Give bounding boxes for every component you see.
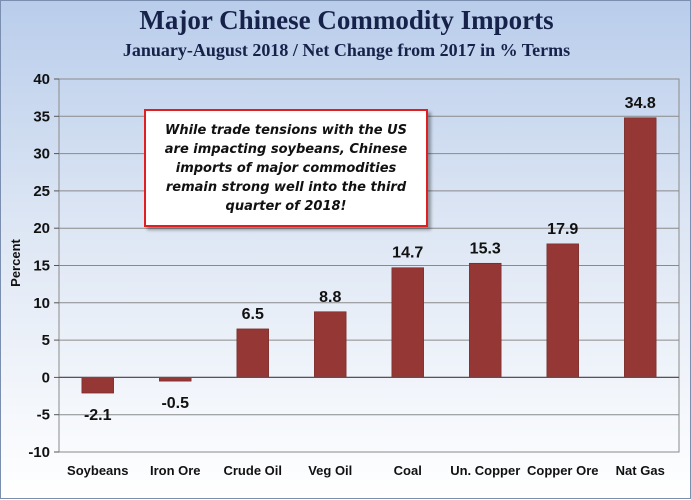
data-label: -2.1 — [84, 407, 112, 424]
bar — [236, 328, 269, 378]
data-label: 6.5 — [242, 306, 264, 323]
data-label: 17.9 — [547, 221, 578, 238]
x-tick-label: Copper Ore — [527, 463, 599, 478]
chart-title: Major Chinese Commodity Imports — [139, 5, 554, 35]
bar — [546, 243, 579, 378]
axes: -10 -5 0 5 10 15 20 25 30 35 40 Soybeans Iron Ore Cru… — [28, 71, 679, 478]
data-labels: -2.1 -0.5 6.5 8.8 14.7 15.3 17.9 34.8 — [84, 95, 656, 424]
bar — [391, 267, 424, 378]
x-tick-label: Soybeans — [67, 463, 128, 478]
bar — [624, 117, 657, 378]
bars — [81, 117, 657, 394]
y-tick-label: 5 — [42, 332, 50, 349]
x-tick-label: Un. Copper — [450, 463, 520, 478]
y-tick-label: 25 — [33, 183, 50, 200]
y-tick-label: 30 — [33, 146, 50, 163]
chart-subtitle: January-August 2018 / Net Change from 20… — [122, 40, 571, 60]
x-tick-label: Coal — [394, 463, 422, 478]
y-tick-label: 35 — [33, 108, 50, 125]
y-tick-label: 10 — [33, 295, 50, 312]
x-tick-label: Iron Ore — [150, 463, 201, 478]
bar — [81, 377, 114, 394]
y-axis-label: Percent — [8, 238, 23, 286]
data-label: 34.8 — [625, 95, 656, 112]
y-tick-label: 0 — [42, 369, 50, 386]
x-tick-label: Crude Oil — [223, 463, 282, 478]
data-label: -0.5 — [161, 395, 189, 412]
y-tick-label: -5 — [37, 407, 50, 424]
y-tick-label: 20 — [33, 220, 50, 237]
y-tick-label: -10 — [28, 444, 50, 461]
x-tick-label: Veg Oil — [308, 463, 352, 478]
data-label: 14.7 — [392, 245, 423, 262]
y-tick-label: 40 — [33, 71, 50, 88]
bar — [314, 311, 347, 378]
annotation-callout: While trade tensions with the US are imp… — [144, 109, 428, 227]
bar — [469, 262, 502, 378]
annotation-text: While trade tensions with the US are imp… — [164, 122, 408, 214]
y-tick-label: 15 — [33, 258, 50, 275]
x-tick-label: Nat Gas — [616, 463, 665, 478]
data-label: 8.8 — [319, 289, 341, 306]
data-label: 15.3 — [470, 240, 501, 257]
